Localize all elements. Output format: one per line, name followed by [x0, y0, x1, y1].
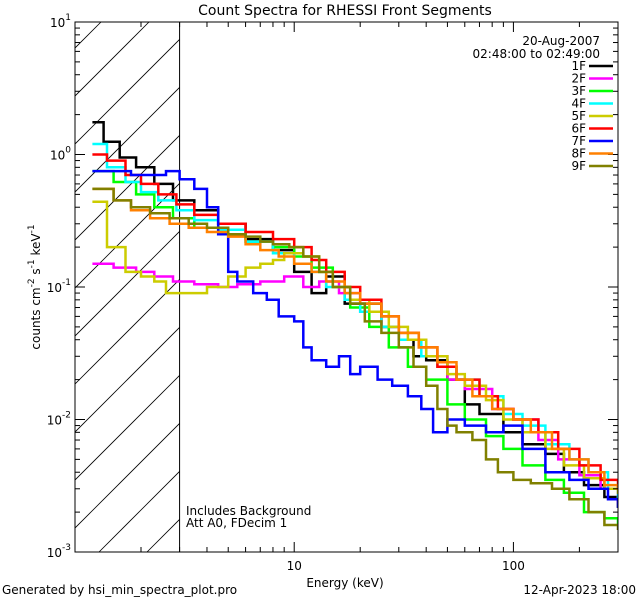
legend-label-9f: 9F	[571, 159, 586, 173]
y-tick-base: 10	[47, 414, 62, 428]
series-7f-line	[92, 169, 618, 508]
x-tick-label: 100	[502, 559, 525, 573]
y-axis-label: counts cm-2 s-1 keV-1	[27, 224, 43, 349]
annotation-background: Includes Background	[186, 504, 311, 518]
x-axis-label: Energy (keV)	[306, 576, 383, 590]
y-tick-exp: -3	[62, 543, 71, 553]
hatch-line	[627, 22, 640, 552]
series-3f-line	[92, 169, 618, 527]
hatch-line	[75, 230, 180, 337]
series-9f-line	[92, 187, 618, 530]
y-tick-label: 10-3	[47, 543, 71, 560]
y-label-exp: -1	[27, 259, 37, 268]
y-tick-exp: 1	[65, 13, 71, 23]
y-label-exp: -2	[27, 278, 37, 287]
legend-label-4f: 4F	[571, 97, 586, 111]
y-tick-exp: 0	[65, 146, 71, 156]
hatch-line	[75, 374, 180, 481]
legend-label-8f: 8F	[571, 147, 586, 161]
annotation-attenuator: Att A0, FDecim 1	[186, 516, 287, 530]
series-group	[92, 121, 618, 530]
y-label-part: counts cm	[29, 287, 43, 349]
y-tick-label: 100	[50, 146, 71, 163]
time-range-label: 02:48:00 to 02:49:00	[473, 47, 600, 61]
y-tick-base: 10	[50, 16, 65, 30]
y-tick-label: 101	[50, 13, 71, 30]
x-tick-label: 10	[287, 559, 302, 573]
footer-generated-by: Generated by hsi_min_spectra_plot.pro	[2, 583, 237, 597]
y-tick-base: 10	[47, 546, 62, 560]
legend-label-2f: 2F	[571, 72, 586, 86]
axis-ticks	[74, 21, 619, 553]
footer-date: 12-Apr-2023 18:00	[523, 583, 636, 597]
legend-label-3f: 3F	[571, 84, 586, 98]
hatch-line	[75, 134, 180, 241]
date-label: 20-Aug-2007	[522, 34, 600, 48]
legend-label-6f: 6F	[571, 122, 586, 136]
y-label-exp: -1	[27, 224, 37, 233]
y-tick-label: 10-2	[47, 411, 71, 428]
y-tick-exp: -1	[62, 278, 71, 288]
hatch-line	[75, 86, 180, 193]
y-tick-label: 10-1	[47, 278, 71, 295]
x-tick-labels: 10 100	[287, 559, 525, 573]
chart-title: Count Spectra for RHESSI Front Segments	[198, 3, 492, 19]
series-8f-line	[92, 187, 618, 491]
legend-label-7f: 7F	[571, 134, 586, 148]
series-6f-line	[92, 153, 618, 491]
legend-label-5f: 5F	[571, 109, 586, 123]
hatch-line	[75, 38, 180, 145]
hatch-line	[75, 278, 180, 385]
hatch-line	[75, 422, 180, 529]
y-tick-base: 10	[47, 281, 62, 295]
y-label-part: keV	[29, 233, 43, 260]
hatch-line	[75, 326, 180, 433]
y-tick-base: 10	[50, 149, 65, 163]
y-tick-exp: -2	[62, 411, 71, 421]
legend-label-1f: 1F	[571, 59, 586, 73]
y-label-part: s	[29, 268, 43, 278]
